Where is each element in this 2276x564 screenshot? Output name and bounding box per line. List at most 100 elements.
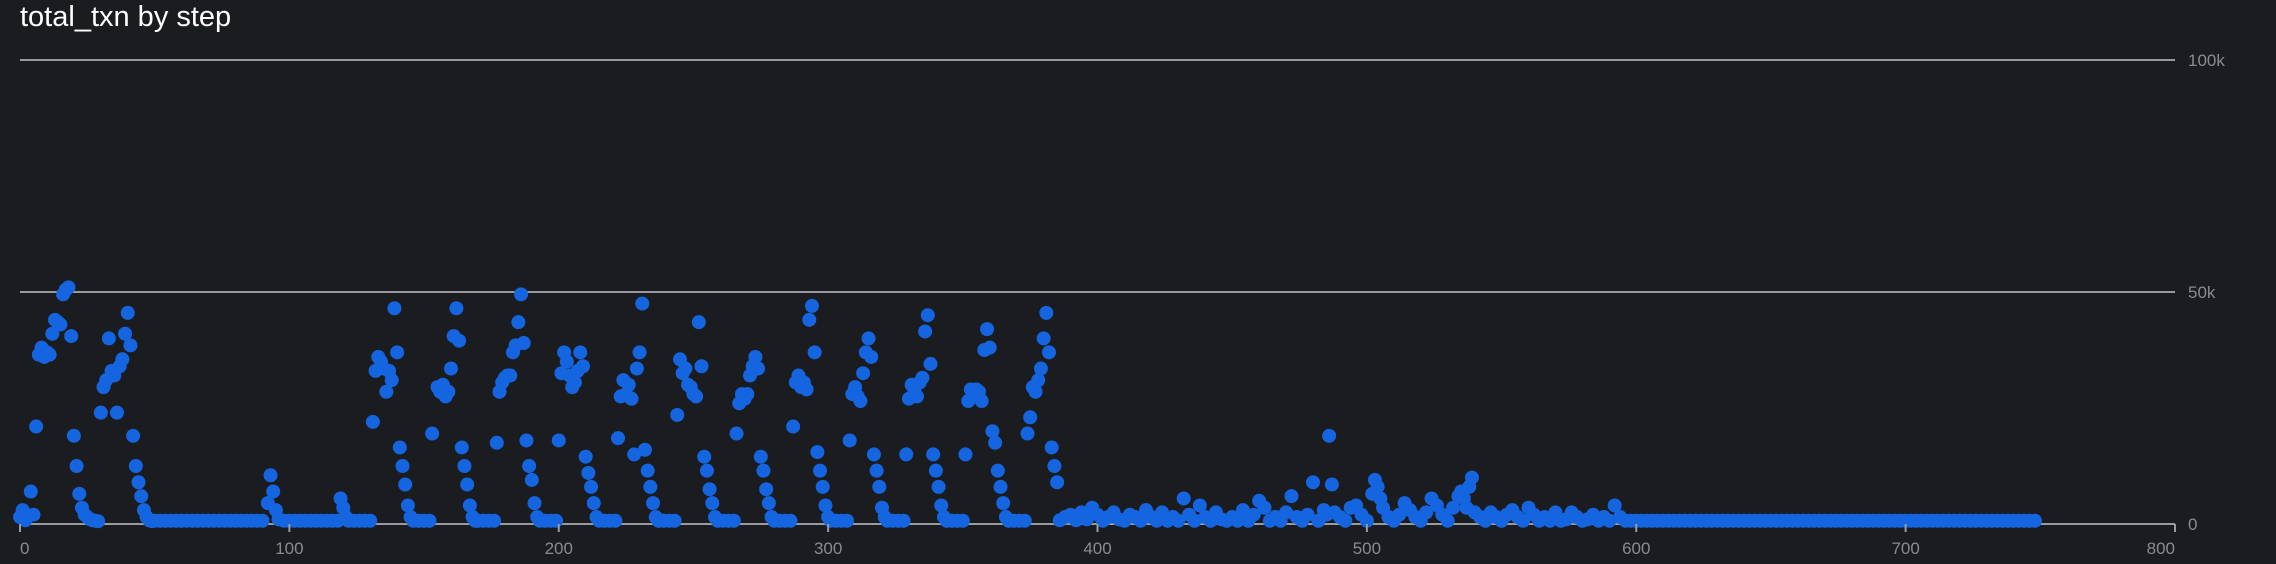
data-point[interactable]: [934, 498, 949, 513]
data-point[interactable]: [575, 359, 590, 374]
data-point[interactable]: [120, 305, 135, 320]
data-point[interactable]: [899, 447, 914, 462]
data-point[interactable]: [667, 513, 682, 528]
data-point[interactable]: [454, 440, 469, 455]
data-point[interactable]: [624, 391, 639, 406]
data-point[interactable]: [705, 496, 720, 511]
data-point[interactable]: [462, 498, 477, 513]
data-point[interactable]: [751, 361, 766, 376]
data-point[interactable]: [1079, 512, 1094, 527]
data-point[interactable]: [813, 463, 828, 478]
data-point[interactable]: [384, 373, 399, 388]
data-point[interactable]: [955, 513, 970, 528]
data-point[interactable]: [61, 280, 76, 295]
data-point[interactable]: [861, 331, 876, 346]
data-point[interactable]: [1044, 440, 1059, 455]
data-point[interactable]: [1235, 503, 1250, 518]
data-point[interactable]: [516, 336, 531, 351]
data-point[interactable]: [524, 472, 539, 487]
data-point[interactable]: [1359, 513, 1374, 528]
data-point[interactable]: [974, 394, 989, 409]
data-point[interactable]: [26, 507, 41, 522]
data-point[interactable]: [1171, 513, 1186, 528]
data-point[interactable]: [134, 489, 149, 504]
data-point[interactable]: [694, 359, 709, 374]
data-point[interactable]: [915, 370, 930, 385]
data-point[interactable]: [866, 447, 881, 462]
data-point[interactable]: [586, 496, 601, 511]
data-point[interactable]: [643, 479, 658, 494]
data-point[interactable]: [23, 484, 38, 499]
data-point[interactable]: [457, 459, 472, 473]
data-point[interactable]: [581, 465, 596, 480]
data-point[interactable]: [759, 482, 774, 497]
data-point[interactable]: [452, 333, 467, 348]
data-point[interactable]: [1039, 305, 1054, 320]
data-point[interactable]: [1516, 513, 1531, 528]
data-point[interactable]: [1257, 500, 1272, 515]
data-point[interactable]: [559, 354, 574, 369]
data-point[interactable]: [756, 463, 771, 478]
data-point[interactable]: [29, 419, 44, 434]
data-point[interactable]: [1187, 513, 1202, 528]
data-point[interactable]: [958, 447, 973, 462]
data-point[interactable]: [872, 479, 887, 494]
data-point[interactable]: [699, 463, 714, 478]
data-point[interactable]: [1306, 475, 1320, 490]
data-point[interactable]: [678, 361, 693, 376]
data-point[interactable]: [567, 375, 582, 390]
data-point[interactable]: [990, 463, 1005, 478]
data-point[interactable]: [608, 513, 623, 528]
data-point[interactable]: [487, 513, 502, 528]
data-point[interactable]: [1370, 479, 1385, 494]
data-point[interactable]: [365, 414, 380, 429]
data-point[interactable]: [931, 479, 946, 494]
data-point[interactable]: [573, 345, 588, 360]
data-point[interactable]: [441, 384, 456, 399]
data-point[interactable]: [1017, 513, 1032, 528]
data-point[interactable]: [266, 484, 281, 499]
data-point[interactable]: [637, 442, 652, 457]
data-point[interactable]: [627, 447, 642, 462]
data-point[interactable]: [1419, 505, 1434, 520]
data-point[interactable]: [45, 326, 60, 341]
data-point[interactable]: [980, 322, 995, 337]
data-point[interactable]: [1230, 513, 1245, 528]
data-point[interactable]: [584, 479, 599, 494]
data-point[interactable]: [635, 296, 650, 311]
data-point[interactable]: [1192, 498, 1207, 513]
data-point[interactable]: [691, 315, 706, 330]
data-point[interactable]: [799, 382, 814, 397]
data-point[interactable]: [578, 449, 593, 464]
data-point[interactable]: [551, 433, 566, 448]
data-point[interactable]: [489, 435, 504, 450]
data-point[interactable]: [1392, 507, 1407, 522]
data-point[interactable]: [1047, 459, 1062, 473]
data-point[interactable]: [460, 477, 475, 492]
data-point[interactable]: [109, 405, 124, 420]
data-point[interactable]: [2027, 513, 2042, 528]
data-point[interactable]: [697, 449, 712, 464]
data-point[interactable]: [363, 513, 378, 528]
data-point[interactable]: [91, 514, 106, 529]
data-point[interactable]: [519, 433, 534, 448]
data-point[interactable]: [1602, 513, 1617, 528]
data-point[interactable]: [896, 513, 911, 528]
data-point[interactable]: [646, 496, 661, 511]
data-point[interactable]: [398, 477, 413, 492]
data-point[interactable]: [128, 459, 143, 473]
data-point[interactable]: [869, 463, 884, 478]
data-point[interactable]: [1322, 428, 1337, 443]
data-point[interactable]: [1020, 426, 1035, 441]
data-point[interactable]: [926, 447, 941, 462]
data-point[interactable]: [255, 513, 270, 528]
data-point[interactable]: [1279, 505, 1294, 520]
data-point[interactable]: [689, 389, 704, 404]
data-point[interactable]: [853, 394, 868, 409]
data-point[interactable]: [1050, 475, 1065, 490]
data-point[interactable]: [400, 498, 415, 513]
data-point[interactable]: [53, 317, 68, 332]
data-point[interactable]: [748, 349, 763, 364]
data-point[interactable]: [131, 475, 146, 490]
data-point[interactable]: [993, 479, 1008, 494]
